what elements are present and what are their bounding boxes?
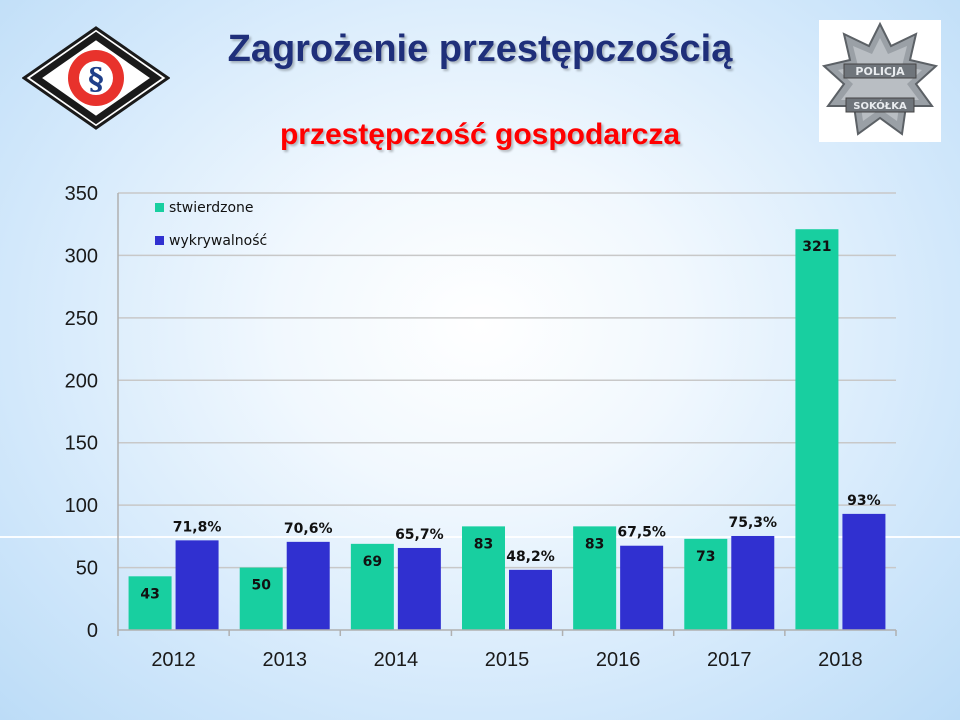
x-tick-label: 2018 xyxy=(818,649,863,671)
data-label-stwierdzone: 73 xyxy=(696,549,715,565)
x-tick-label: 2017 xyxy=(707,649,752,671)
data-label-wykrywalnosc: 75,3% xyxy=(728,515,777,531)
section-sign-diamond-logo-icon: § xyxy=(22,26,170,130)
axes: 0 50 100 150 200 250 300 350 2012 2013 2014 2015 201… xyxy=(65,183,897,671)
y-tick-label: 150 xyxy=(65,433,98,455)
x-tick-label: 2012 xyxy=(151,649,196,671)
bar-wykrywalnosc xyxy=(620,545,664,630)
data-label-stwierdzone: 69 xyxy=(363,554,382,570)
data-labels: 43 71,8% 50 70,6% 69 65,7% 83 48,2% 83 67,5% 73 75,… xyxy=(140,239,880,602)
data-label-stwierdzone: 43 xyxy=(140,586,159,602)
y-tick-label: 350 xyxy=(65,183,98,205)
legend-label: wykrywalność xyxy=(169,233,267,249)
y-tick-label: 100 xyxy=(65,495,98,517)
bar-stwierdzone xyxy=(684,538,728,630)
legend: stwierdzone wykrywalność xyxy=(155,200,267,249)
bar-stwierdzone xyxy=(350,543,394,630)
bar-stwierdzone xyxy=(795,229,839,631)
data-label-wykrywalnosc: 93% xyxy=(847,493,881,509)
bar-stwierdzone xyxy=(573,526,617,630)
bar-stwierdzone xyxy=(239,567,283,630)
y-tick-label: 300 xyxy=(65,245,98,267)
svg-text:SOKÓŁKA: SOKÓŁKA xyxy=(853,99,907,112)
bar-stwierdzone xyxy=(128,576,172,630)
police-star-badge-icon: POLICJA SOKÓŁKA xyxy=(819,20,941,142)
data-label-wykrywalnosc: 71,8% xyxy=(173,519,222,535)
bar-wykrywalnosc xyxy=(397,547,441,630)
bar-stwierdzone xyxy=(462,526,505,630)
y-tick-label: 200 xyxy=(65,370,98,392)
bars xyxy=(128,229,886,631)
data-label-stwierdzone: 83 xyxy=(585,536,604,552)
y-tick-label: 0 xyxy=(87,620,98,642)
x-tick-label: 2013 xyxy=(262,649,307,671)
bar-wykrywalnosc xyxy=(509,569,552,630)
bar-wykrywalnosc xyxy=(286,541,330,630)
bar-wykrywalnosc xyxy=(842,513,886,630)
data-label-wykrywalnosc: 48,2% xyxy=(506,549,555,565)
data-label-wykrywalnosc: 65,7% xyxy=(395,527,444,543)
bar-wykrywalnosc xyxy=(731,535,775,630)
y-tick-label: 50 xyxy=(76,558,98,580)
x-tick-label: 2016 xyxy=(596,649,641,671)
legend-swatch xyxy=(155,236,164,245)
data-label-stwierdzone: 83 xyxy=(474,536,493,552)
svg-text:POLICJA: POLICJA xyxy=(855,65,905,78)
data-label-wykrywalnosc: 70,6% xyxy=(284,521,333,537)
page-title: Zagrożenie przestępczością xyxy=(227,28,733,70)
data-label-stwierdzone: 50 xyxy=(251,578,271,594)
data-label-stwierdzone: 321 xyxy=(802,239,831,255)
data-label-wykrywalnosc: 67,5% xyxy=(617,525,666,541)
x-tick-label: 2014 xyxy=(374,649,419,671)
svg-text:§: § xyxy=(88,62,104,97)
x-tick-label: 2015 xyxy=(485,649,530,671)
bar-wykrywalnosc xyxy=(175,540,219,630)
legend-swatch xyxy=(155,203,164,212)
gridlines xyxy=(118,192,896,569)
page-subtitle: przestępczość gospodarcza xyxy=(279,118,681,151)
legend-label: stwierdzone xyxy=(169,200,254,216)
y-tick-label: 250 xyxy=(65,308,98,330)
